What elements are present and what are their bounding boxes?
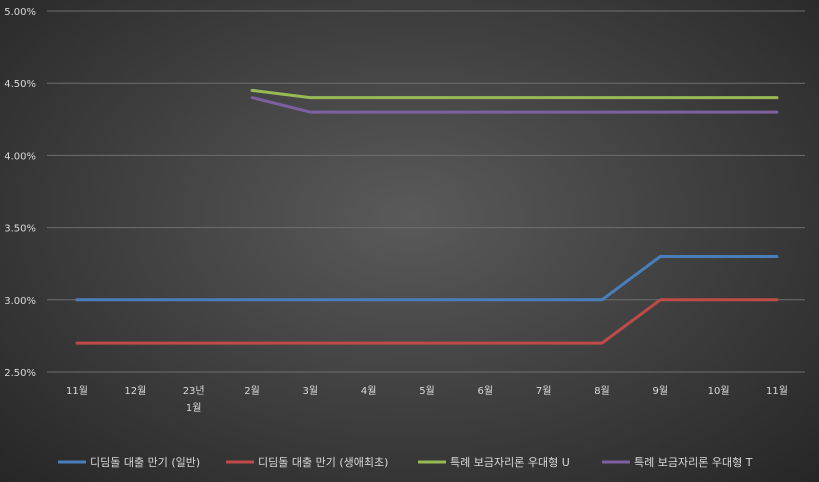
x-tick-label: 11월 — [66, 385, 88, 397]
series-line-4 — [250, 96, 779, 114]
y-tick-label: 4.00% — [4, 151, 36, 162]
series-line-3 — [250, 88, 779, 100]
legend-label: 디딤돌 대출 만기 (일반) — [90, 455, 200, 469]
legend-label: 디딤돌 대출 만기 (생애최초) — [258, 456, 388, 469]
series-line-1 — [75, 255, 779, 302]
x-tick-label: 6월 — [478, 385, 494, 397]
x-tick-label: 2월 — [244, 385, 260, 397]
series-line-2 — [75, 298, 779, 345]
x-tick-label: 4월 — [361, 385, 377, 397]
x-tick-label: 9월 — [653, 385, 669, 397]
x-tick-label: 3월 — [303, 385, 319, 397]
x-tick-label: 5월 — [419, 385, 435, 397]
y-tick-label: 3.50% — [4, 224, 36, 235]
legend-label: 특례 보금자리론 우대형 T — [634, 456, 753, 469]
y-tick-label: 3.00% — [4, 296, 36, 307]
y-tick-label: 5.00% — [4, 7, 36, 18]
x-tick-label: 23년 — [183, 385, 205, 397]
x-tick-label: 8월 — [594, 385, 610, 397]
x-tick-label: 10월 — [708, 385, 730, 397]
legend-label: 특례 보금자리론 우대형 U — [450, 456, 570, 469]
x-tick-label: 1월 — [186, 402, 202, 414]
x-tick-label: 11월 — [766, 385, 788, 397]
y-tick-label: 2.50% — [4, 368, 36, 379]
y-tick-label: 4.50% — [4, 79, 36, 90]
x-tick-label: 7월 — [536, 385, 552, 397]
x-tick-label: 12월 — [124, 385, 146, 397]
